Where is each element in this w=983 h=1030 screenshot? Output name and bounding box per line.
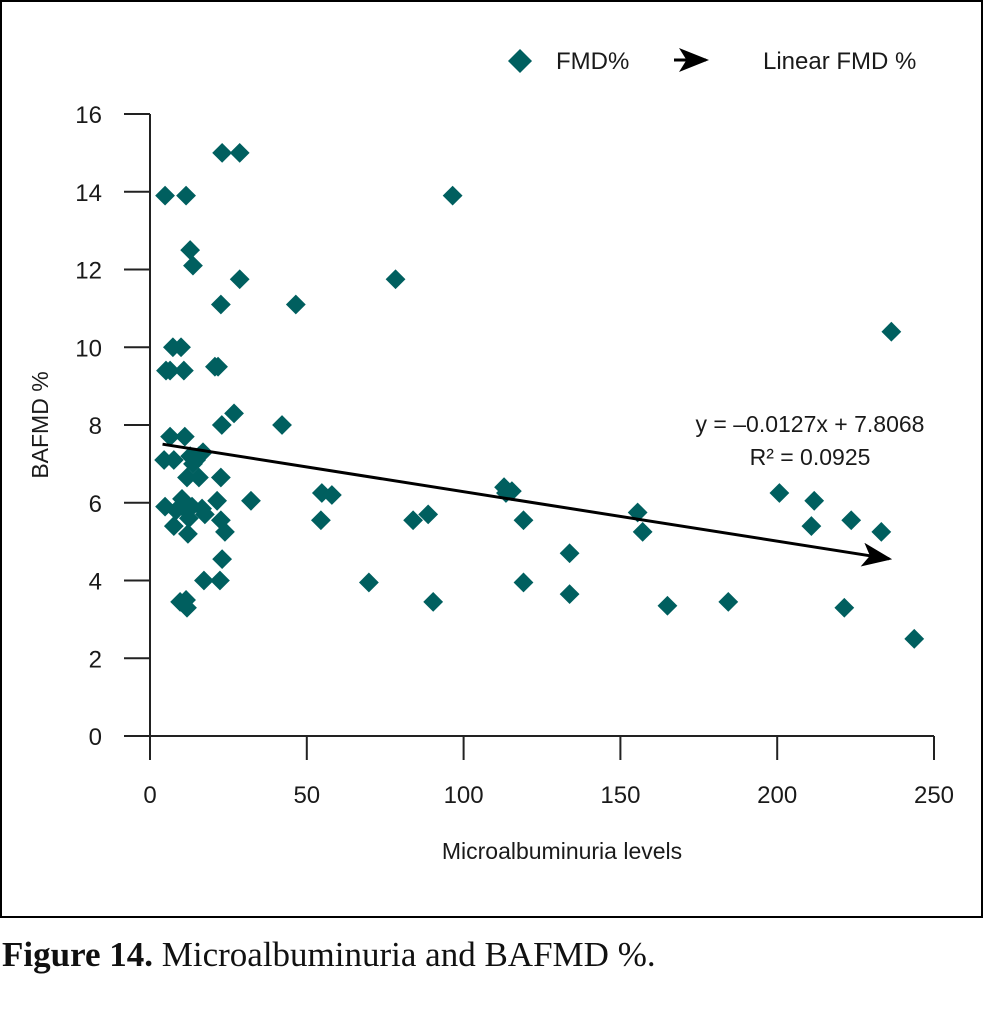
legend-diamond-icon [507, 48, 533, 74]
data-point [180, 240, 201, 260]
data-point [718, 591, 739, 612]
data-point [171, 337, 191, 358]
scatter-chart: 0 2 4 6 8 10 12 14 16 0 50 100 150 200 250 Microalbum… [27, 48, 954, 864]
data-point [804, 490, 825, 511]
data-point [321, 485, 342, 505]
data-point [841, 510, 862, 531]
data-point [210, 467, 231, 488]
legend-entry-fmd: FMD% [507, 48, 629, 75]
x-tick-label: 0 [143, 782, 156, 809]
data-point [657, 595, 678, 616]
data-point [241, 490, 261, 511]
data-point [208, 356, 228, 377]
y-tick-label: 12 [75, 258, 102, 285]
x-tick-label: 200 [757, 782, 797, 809]
data-points [154, 142, 925, 649]
figure-caption: Figure 14. Microalbuminuria and BAFMD %. [2, 935, 656, 975]
y-tick-label: 16 [75, 102, 102, 129]
data-point [189, 467, 209, 488]
data-point [160, 426, 180, 447]
data-point [632, 522, 653, 542]
legend-label-linear: Linear FMD % [763, 48, 916, 75]
data-point [229, 269, 250, 290]
data-point [285, 294, 306, 315]
y-tick-label: 10 [75, 335, 102, 362]
data-point [212, 142, 233, 163]
data-point [559, 584, 580, 605]
data-point [210, 570, 230, 591]
caption-label: Figure 14. [2, 935, 154, 974]
y-tick-label: 0 [89, 724, 102, 751]
trendline-arrow [162, 442, 893, 567]
x-tick-label: 150 [600, 782, 640, 809]
data-point [174, 426, 195, 447]
data-point [224, 403, 244, 424]
data-point [272, 415, 292, 435]
y-tick-label: 8 [89, 413, 102, 440]
data-point [163, 450, 184, 470]
legend-entry-linear: Linear FMD % [674, 48, 916, 75]
legend: FMD% Linear FMD % [507, 48, 916, 75]
x-axis-label: Microalbuminuria levels [442, 838, 682, 864]
data-point [881, 321, 902, 342]
x-tick-label: 50 [293, 782, 320, 809]
y-tick-label: 14 [75, 180, 102, 207]
data-point [834, 597, 855, 618]
data-point [513, 572, 534, 593]
data-point [155, 185, 175, 206]
data-point [769, 483, 790, 503]
x-tick-label: 250 [914, 782, 954, 809]
data-point [385, 269, 406, 290]
data-point [801, 516, 822, 536]
legend-label-fmd: FMD% [556, 48, 629, 75]
data-point [207, 490, 228, 511]
data-point [211, 415, 232, 435]
data-point [176, 185, 196, 206]
trendline-equation: y = –0.0127x + 7.8068 [696, 411, 925, 437]
data-point [904, 628, 925, 649]
data-point [212, 549, 233, 570]
data-point [177, 467, 197, 488]
y-tick-label: 2 [89, 646, 102, 673]
data-point [423, 591, 444, 612]
x-axis-ticks: 0 50 100 150 200 250 [143, 736, 954, 809]
data-point [358, 572, 379, 593]
caption-text: Microalbuminuria and BAFMD %. [153, 935, 656, 974]
data-point [442, 185, 463, 206]
trendline-r-squared: R² = 0.0925 [750, 444, 871, 470]
data-point [311, 510, 331, 531]
y-axis-label: BAFMD % [27, 371, 53, 478]
data-point [229, 142, 250, 163]
y-tick-label: 6 [89, 491, 102, 518]
data-point [513, 510, 534, 531]
data-point [193, 442, 213, 463]
data-point [210, 294, 231, 315]
y-tick-label: 4 [89, 569, 102, 596]
data-point [559, 543, 580, 564]
data-point [173, 360, 194, 381]
data-point [160, 360, 180, 381]
y-axis-ticks: 0 2 4 6 8 10 12 14 16 [75, 102, 150, 751]
x-tick-label: 100 [444, 782, 484, 809]
data-point [183, 255, 203, 276]
data-point [871, 522, 892, 542]
